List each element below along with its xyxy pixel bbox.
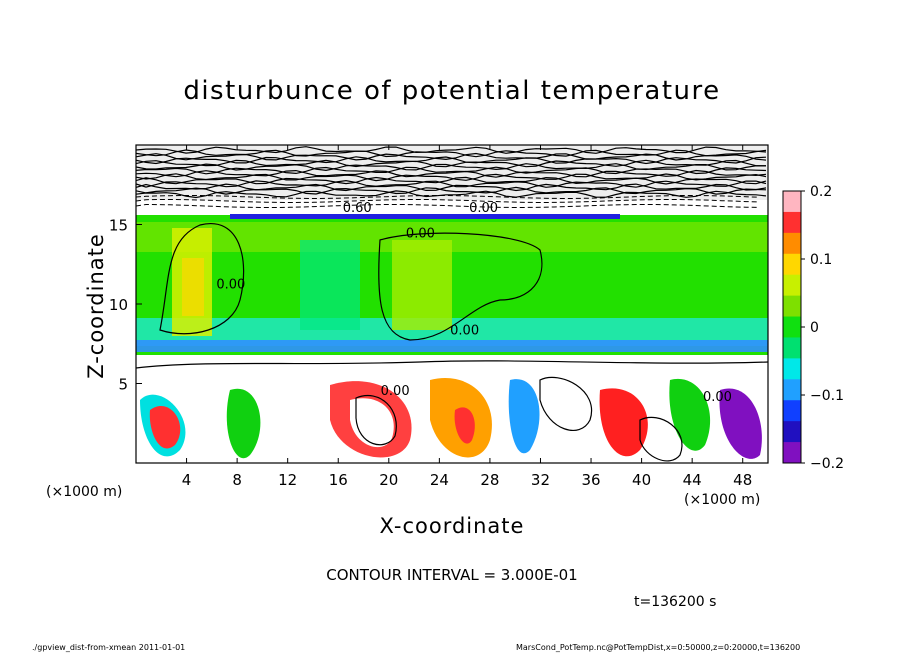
x-tick-label: 40: [632, 471, 651, 489]
turbulent-plume-3: [226, 388, 261, 459]
dense-contour-line: [136, 169, 767, 178]
x-tick-label: 8: [232, 471, 242, 489]
x-tick-label: 44: [683, 471, 702, 489]
colorbar-tick-label: 0.1: [810, 252, 832, 268]
colorbar-segment: [783, 274, 801, 297]
colorbar-tick-label: −0.2: [810, 456, 844, 472]
dense-contour-line: [136, 183, 767, 192]
x-tick-label: 12: [278, 471, 297, 489]
contour-turbulent-3: [639, 416, 683, 462]
contour-mid-region: [378, 232, 543, 341]
colorbar-segment: [783, 379, 801, 401]
footer-left: ./gpview_dist-from-xmean 2011-01-01: [32, 643, 186, 652]
turbulent-plume-7: [508, 379, 540, 454]
colorbar-segment: [783, 421, 801, 443]
x-tick-label: 36: [581, 471, 600, 489]
x-tick-label: 32: [531, 471, 550, 489]
colorbar: 0.2 0.1 0 −0.1 −0.2: [782, 184, 844, 472]
y-tick-label: 10: [109, 296, 128, 314]
contour-label: 0.00: [469, 201, 498, 216]
footer-right: MarsCond_PotTemp.nc@PotTempDist,x=0:5000…: [516, 643, 801, 652]
contour-left-column: [159, 223, 245, 335]
plot-area: [136, 145, 768, 463]
turbulent-plume-10: [719, 388, 762, 459]
colorbar-segment: [783, 295, 801, 318]
x-tick-label: 20: [379, 471, 398, 489]
dense-contour-line: [136, 166, 767, 175]
x-tick-label: 16: [329, 471, 348, 489]
dense-contour-line: [136, 190, 767, 199]
x-tick-label: 24: [430, 471, 449, 489]
x-unit-left: (×1000 m): [46, 484, 123, 500]
dense-contour-line: [136, 179, 767, 188]
dense-contour-line: [136, 156, 767, 165]
contour-turbulent-2: [355, 395, 397, 446]
colorbar-segment: [783, 232, 801, 255]
contour-label: 0.00: [406, 226, 435, 241]
contour-label: 0.00: [381, 384, 410, 399]
contour-label: 0.00: [703, 390, 732, 405]
contour-label: 0.60: [343, 201, 372, 216]
x-tick-label: 28: [480, 471, 499, 489]
dense-contour-line: [136, 173, 767, 182]
colorbar-segment: [783, 191, 801, 213]
colorbar-segment: [783, 316, 801, 338]
contour-label: 0.00: [450, 323, 479, 338]
x-tick-label: 4: [182, 471, 192, 489]
contour-turbulent-1: [539, 376, 593, 431]
y-axis-ticks: 5 10 15: [109, 217, 142, 394]
dense-contour-line: [136, 146, 767, 154]
contour-lower-edge: [136, 360, 768, 369]
y-tick-label: 15: [109, 217, 128, 235]
turbulent-plume-9: [669, 378, 711, 451]
turbulent-plume-11: [454, 407, 475, 444]
turbulent-plume-2: [149, 405, 181, 449]
warm-column-mid: [392, 240, 452, 330]
field-lower-edge: [136, 340, 768, 352]
turbulent-plume-8: [599, 388, 648, 457]
colorbar-segment: [783, 337, 801, 359]
contour-label: 0.00: [216, 277, 245, 292]
colorbar-segment: [783, 211, 801, 234]
warm-column-inner: [182, 258, 204, 316]
y-tick-label: 5: [118, 376, 128, 394]
field-top-edge: [230, 214, 620, 219]
upper-dense-contours: [136, 146, 767, 199]
turbulent-plume-5: [350, 398, 394, 448]
colorbar-tick-label: −0.1: [810, 388, 844, 404]
x-axis-label: X-coordinate: [379, 514, 525, 538]
colorbar-segment: [783, 442, 801, 464]
dense-contour-line: [136, 176, 767, 185]
colorbar-segment: [783, 358, 801, 380]
colorbar-tick-label: 0.2: [810, 184, 832, 200]
time-label: t=136200 s: [634, 594, 717, 610]
colorbar-segment: [783, 253, 801, 276]
contour-labels: 0.60 0.00 0.00 0.00 0.00 0.00 0.00: [216, 201, 732, 405]
colorbar-segment: [783, 400, 801, 422]
dense-contour-line: [136, 163, 767, 172]
cool-column: [300, 240, 360, 330]
x-unit-right: (×1000 m): [684, 492, 761, 508]
x-axis-ticks: 4 8 12 16 20 24 28 32 36 40 44 48: [182, 145, 752, 489]
contour-interval-label: CONTOUR INTERVAL = 3.000E-01: [326, 566, 578, 584]
x-tick-label: 48: [733, 471, 752, 489]
chart-title: disturbunce of potential temperature: [183, 76, 721, 106]
colorbar-tick-label: 0: [810, 320, 819, 336]
dense-contour-line: [136, 186, 767, 195]
